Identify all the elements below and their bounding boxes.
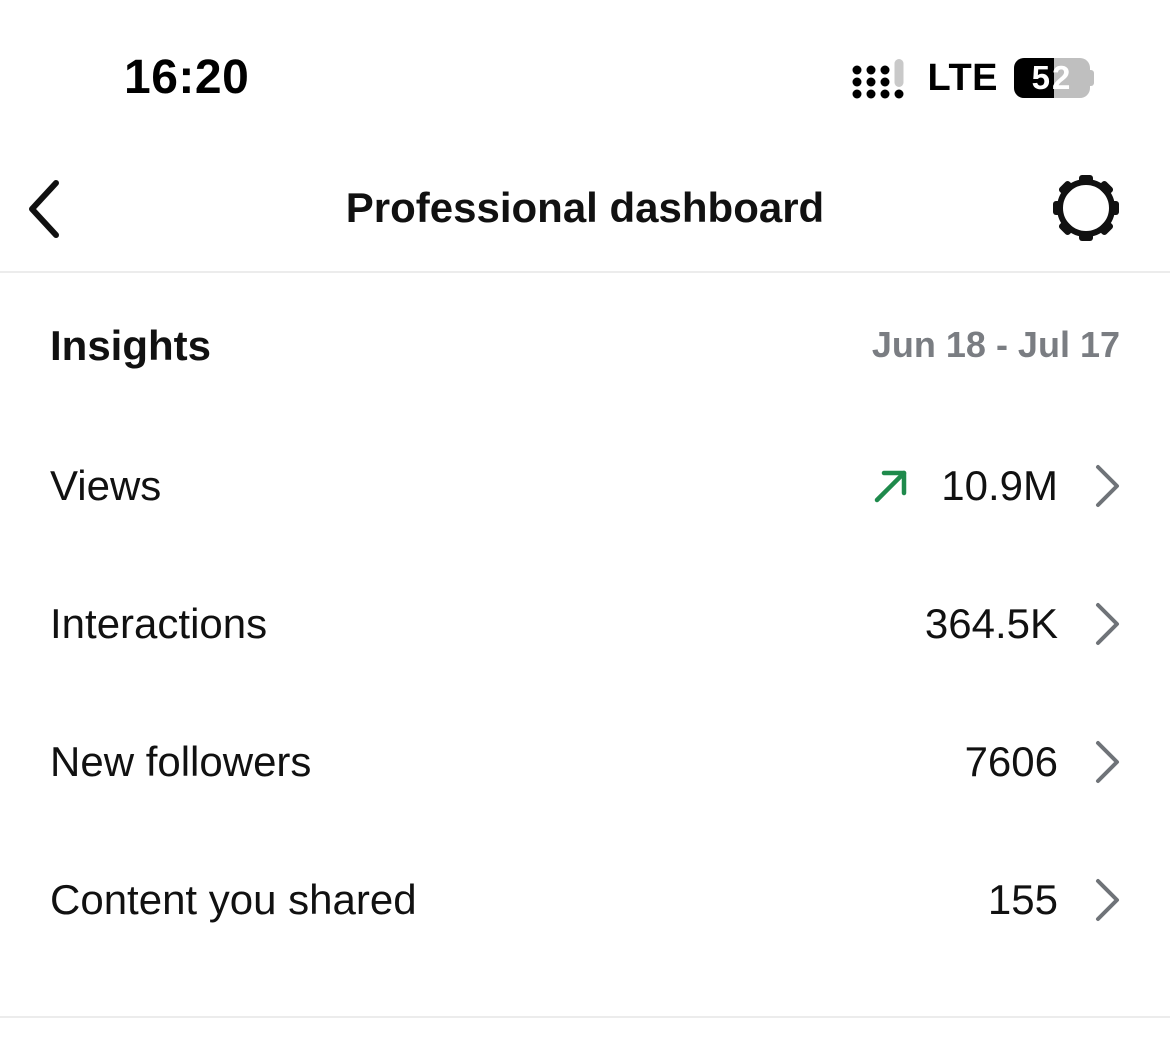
metric-label: Views <box>50 462 162 509</box>
metric-list: Views 10.9M Interactions 364.5K <box>0 418 1170 970</box>
insights-title: Insights <box>50 322 212 369</box>
chevron-left-icon <box>29 180 59 238</box>
metric-value: 7606 <box>964 738 1058 785</box>
battery-icon: 52 <box>1014 58 1090 98</box>
status-time: 16:20 <box>124 51 250 104</box>
metric-value-group: 155 <box>988 872 1122 928</box>
metric-value: 364.5K <box>924 600 1058 647</box>
chevron-right-icon <box>1096 603 1119 645</box>
battery-cap <box>1089 70 1094 86</box>
metric-value: 10.9M <box>941 462 1058 509</box>
gear-icon <box>1053 175 1119 241</box>
page-title: Professional dashboard <box>345 184 825 231</box>
metric-row-new-followers[interactable]: New followers 7606 <box>0 694 1170 832</box>
status-bar: 16:20 LTE 52 <box>0 0 1170 150</box>
date-range-label[interactable]: Jun 18 - Jul 17 <box>871 324 1120 365</box>
metric-value-group: 10.9M <box>871 458 1122 514</box>
insights-header: Insights Jun 18 - Jul 17 <box>0 300 1170 400</box>
battery-level-text: 52 <box>1031 59 1073 96</box>
nav-bar: Professional dashboard <box>0 150 1170 273</box>
chevron-right-icon <box>1096 879 1119 921</box>
metric-row-views[interactable]: Views 10.9M <box>0 418 1170 556</box>
chevron-right-icon <box>1096 741 1119 783</box>
metric-label: Content you shared <box>50 876 417 923</box>
metric-label: New followers <box>50 738 312 785</box>
back-button[interactable] <box>16 164 76 254</box>
network-type-label: LTE <box>927 56 998 99</box>
signal-strength-icon <box>852 59 904 99</box>
battery-fill <box>1014 58 1054 98</box>
metric-value: 155 <box>987 876 1058 923</box>
metric-label: Interactions <box>50 600 268 647</box>
trend-up-arrow-icon <box>875 470 907 503</box>
metric-value-group: 7606 <box>965 734 1122 790</box>
metric-row-interactions[interactable]: Interactions 364.5K <box>0 556 1170 694</box>
chevron-right-icon <box>1096 465 1119 507</box>
status-indicators: LTE 52 <box>852 56 1090 99</box>
section-divider <box>0 1016 1170 1018</box>
settings-button[interactable] <box>1046 170 1126 246</box>
metric-row-content-shared[interactable]: Content you shared 155 <box>0 832 1170 970</box>
metric-value-group: 364.5K <box>925 596 1122 652</box>
